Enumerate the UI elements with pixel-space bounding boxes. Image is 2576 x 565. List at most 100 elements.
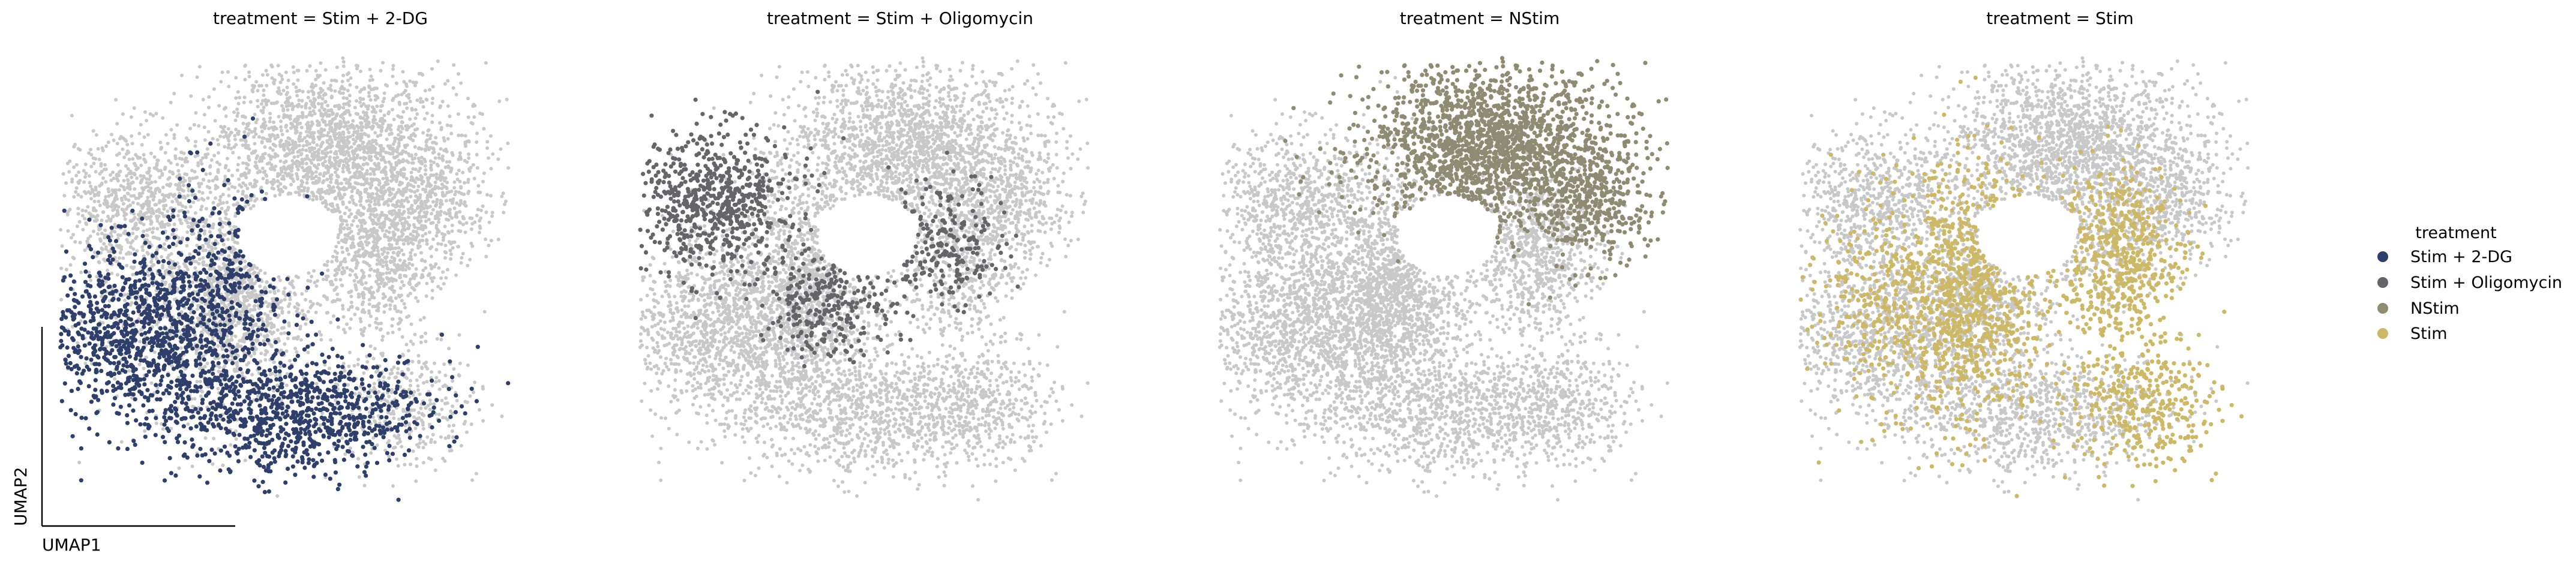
background-cell-point	[335, 259, 339, 263]
background-cell-point	[100, 170, 104, 173]
background-cell-point	[202, 263, 205, 266]
background-cell-point	[182, 152, 186, 155]
background-cell-point	[473, 177, 476, 181]
background-cell-point	[374, 110, 377, 114]
background-cell-point	[375, 223, 379, 226]
background-cell-point	[191, 176, 194, 180]
background-cell-point	[428, 88, 431, 92]
background-cell-point	[329, 89, 333, 92]
background-cell-point	[443, 82, 447, 86]
background-cell-point	[341, 166, 345, 170]
background-cell-point	[201, 256, 205, 260]
background-cell-point	[130, 182, 133, 185]
background-cell-point	[345, 206, 349, 209]
background-cell-point	[113, 205, 117, 209]
background-cell-point	[330, 280, 334, 284]
background-cell-point	[358, 101, 362, 104]
background-cell-point	[276, 179, 280, 183]
background-cell-point	[245, 187, 249, 190]
background-cell-point	[363, 287, 367, 290]
background-cell-point	[283, 342, 286, 346]
background-cell-point	[415, 268, 418, 271]
background-cell-point	[406, 184, 409, 187]
background-cell-point	[162, 215, 166, 218]
background-cell-point	[338, 144, 341, 148]
background-cell-point	[85, 239, 89, 243]
background-cell-point	[269, 181, 273, 184]
background-cell-point	[488, 221, 491, 224]
background-cell-point	[299, 324, 302, 328]
background-cell-point	[149, 175, 152, 178]
background-cell-point	[361, 97, 365, 101]
background-cell-point	[299, 131, 302, 135]
background-cell-point	[340, 182, 343, 185]
background-cell-point	[262, 137, 266, 140]
background-cell-point	[316, 74, 319, 77]
background-cell-point	[399, 286, 403, 290]
background-cell-point	[216, 138, 220, 142]
background-cell-point	[433, 265, 436, 269]
background-cell-point	[408, 282, 412, 286]
background-cell-point	[383, 119, 386, 123]
background-cell-point	[103, 199, 107, 202]
background-cell-point	[485, 140, 489, 143]
background-cell-point	[219, 195, 223, 199]
background-cell-point	[236, 133, 240, 136]
background-cell-point	[346, 168, 350, 172]
background-cell-point	[287, 311, 290, 314]
background-cell-point	[290, 151, 294, 155]
background-cell-point	[373, 162, 376, 166]
background-cell-point	[122, 155, 126, 159]
background-cell-point	[322, 179, 326, 183]
background-cell-point	[193, 170, 197, 173]
background-cell-point	[295, 164, 299, 168]
background-cell-point	[198, 65, 202, 68]
background-cell-point	[178, 467, 181, 470]
background-cell-point	[433, 187, 437, 191]
background-cell-point	[118, 137, 122, 140]
background-cell-point	[395, 171, 399, 175]
background-cell-point	[196, 164, 200, 167]
background-cell-point	[214, 247, 217, 250]
background-cell-point	[253, 305, 256, 308]
background-cell-point	[217, 151, 220, 155]
background-cell-point	[394, 278, 398, 282]
background-cell-point	[412, 179, 415, 182]
background-cell-point	[371, 192, 374, 196]
background-cell-point	[263, 358, 267, 362]
background-cell-point	[247, 147, 251, 151]
background-cell-point	[100, 247, 103, 250]
background-cell-point	[394, 296, 398, 300]
background-cell-point	[450, 151, 454, 155]
background-cell-point	[313, 164, 316, 167]
background-cell-point	[398, 115, 401, 119]
background-cell-point	[400, 152, 404, 155]
background-cell-point	[141, 248, 145, 252]
background-cell-point	[425, 239, 428, 242]
background-cell-point	[176, 169, 180, 173]
background-cell-point	[418, 72, 421, 76]
background-cell-point	[424, 200, 427, 203]
background-cell-point	[129, 245, 133, 249]
background-cell-point	[106, 269, 109, 272]
background-cell-point	[300, 189, 304, 193]
background-cell-point	[130, 134, 133, 138]
background-cell-point	[167, 159, 170, 163]
background-cell-point	[348, 113, 352, 117]
background-cell-point	[412, 230, 415, 233]
background-cell-point	[487, 244, 490, 247]
background-cell-point	[413, 84, 417, 88]
background-cell-point	[359, 320, 363, 323]
background-cell-point	[241, 161, 245, 165]
background-cell-point	[397, 251, 400, 254]
background-cell-point	[295, 275, 298, 278]
background-cell-point	[376, 235, 380, 238]
background-cell-point	[345, 233, 349, 237]
background-cell-point	[208, 172, 212, 176]
background-cell-point	[374, 215, 377, 218]
background-cell-point	[424, 173, 427, 176]
background-cell-point	[161, 193, 164, 197]
background-cell-point	[419, 161, 422, 165]
background-cell-point	[319, 158, 322, 161]
background-cell-point	[395, 309, 399, 313]
